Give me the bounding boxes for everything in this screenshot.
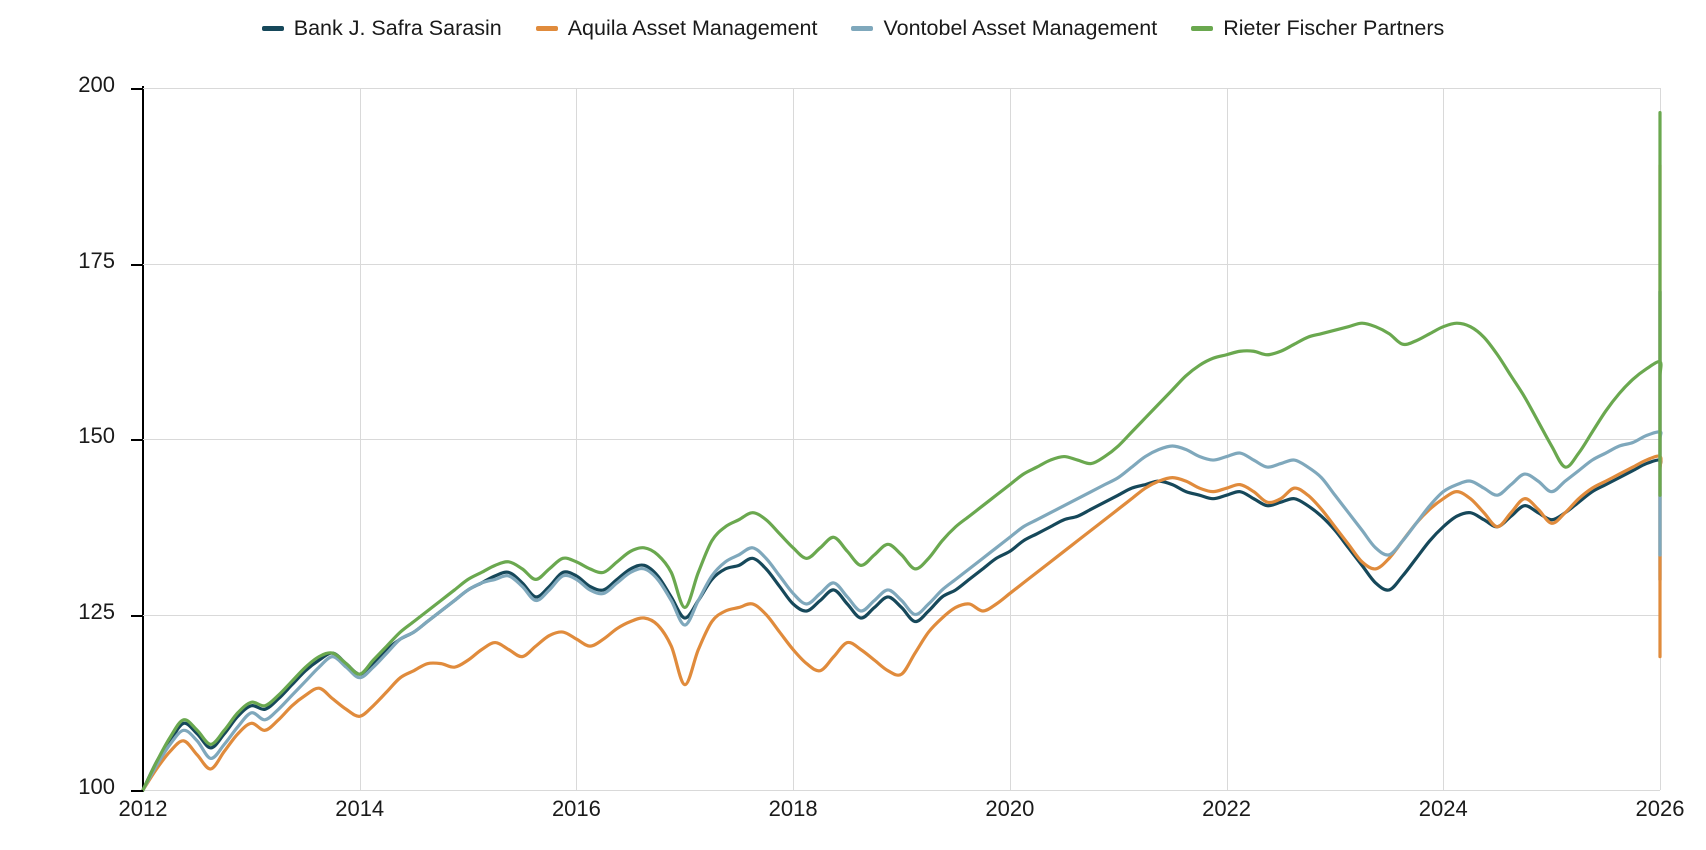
x-axis-tick-label: 2016: [551, 796, 601, 821]
y-axis-tick-mark: [131, 88, 143, 90]
chart-legend: Bank J. Safra Sarasin Aquila Asset Manag…: [0, 16, 1706, 40]
legend-swatch-icon: [1191, 26, 1214, 32]
gridline-vertical: [359, 88, 361, 790]
legend-label: Bank J. Safra Sarasin: [293, 16, 502, 40]
y-axis-tick-label: 150: [78, 423, 115, 448]
legend-item-vontobel-asset-management[interactable]: Vontobel Asset Management: [851, 16, 1158, 40]
gridline-horizontal: [143, 790, 1660, 791]
legend-item-bank-j-safra-sarasin[interactable]: Bank J. Safra Sarasin: [261, 16, 502, 40]
x-axis-tick-label: 2018: [768, 796, 818, 821]
gridline-horizontal: [143, 614, 1660, 616]
gridline-vertical: [793, 88, 795, 790]
legend-label: Rieter Fischer Partners: [1223, 16, 1445, 40]
series-line-vontobel-asset-management: [141, 289, 1663, 792]
y-axis-tick-label: 100: [78, 774, 115, 799]
gridline-vertical: [1226, 88, 1228, 790]
legend-label: Vontobel Asset Management: [883, 16, 1158, 40]
y-axis-tick-label: 200: [78, 72, 115, 97]
series-line-rieter-fischer-partners: [141, 110, 1663, 792]
legend-item-rieter-fischer-partners[interactable]: Rieter Fischer Partners: [1191, 16, 1445, 40]
series-lines: [141, 110, 1663, 792]
legend-swatch-icon: [851, 26, 874, 32]
legend-swatch-icon: [261, 26, 284, 32]
y-axis-tick-label: 175: [78, 247, 115, 273]
x-axis-tick-label: 2014: [335, 796, 385, 821]
x-axis-tick-label: 2024: [1418, 796, 1468, 821]
gridline-vertical: [576, 88, 578, 790]
y-axis-tick-mark: [131, 439, 143, 441]
plot-area: [141, 88, 1663, 792]
gridline-vertical: [1009, 88, 1011, 790]
legend-item-aquila-asset-management[interactable]: Aquila Asset Management: [535, 16, 818, 40]
gridline-horizontal: [143, 88, 1660, 89]
series-line-aquila-asset-management: [141, 163, 1663, 792]
x-axis-tick-label: 2012: [118, 796, 168, 821]
gridline-horizontal: [143, 439, 1660, 440]
y-axis-tick-mark: [131, 263, 143, 266]
y-axis-tick-label: 125: [78, 598, 115, 624]
series-line-bank-j-safra-sarasin: [141, 289, 1663, 792]
x-axis-tick-label: 2022: [1202, 796, 1252, 821]
legend-label: Aquila Asset Management: [567, 16, 818, 40]
gridline-horizontal: [143, 263, 1660, 265]
y-axis-tick-mark: [131, 790, 143, 792]
gridline-vertical: [1443, 88, 1445, 790]
x-axis-tick-label: 2026: [1635, 796, 1685, 821]
x-axis-tick-label: 2020: [985, 796, 1035, 821]
y-axis-tick-mark: [131, 614, 143, 617]
legend-swatch-icon: [535, 26, 558, 32]
